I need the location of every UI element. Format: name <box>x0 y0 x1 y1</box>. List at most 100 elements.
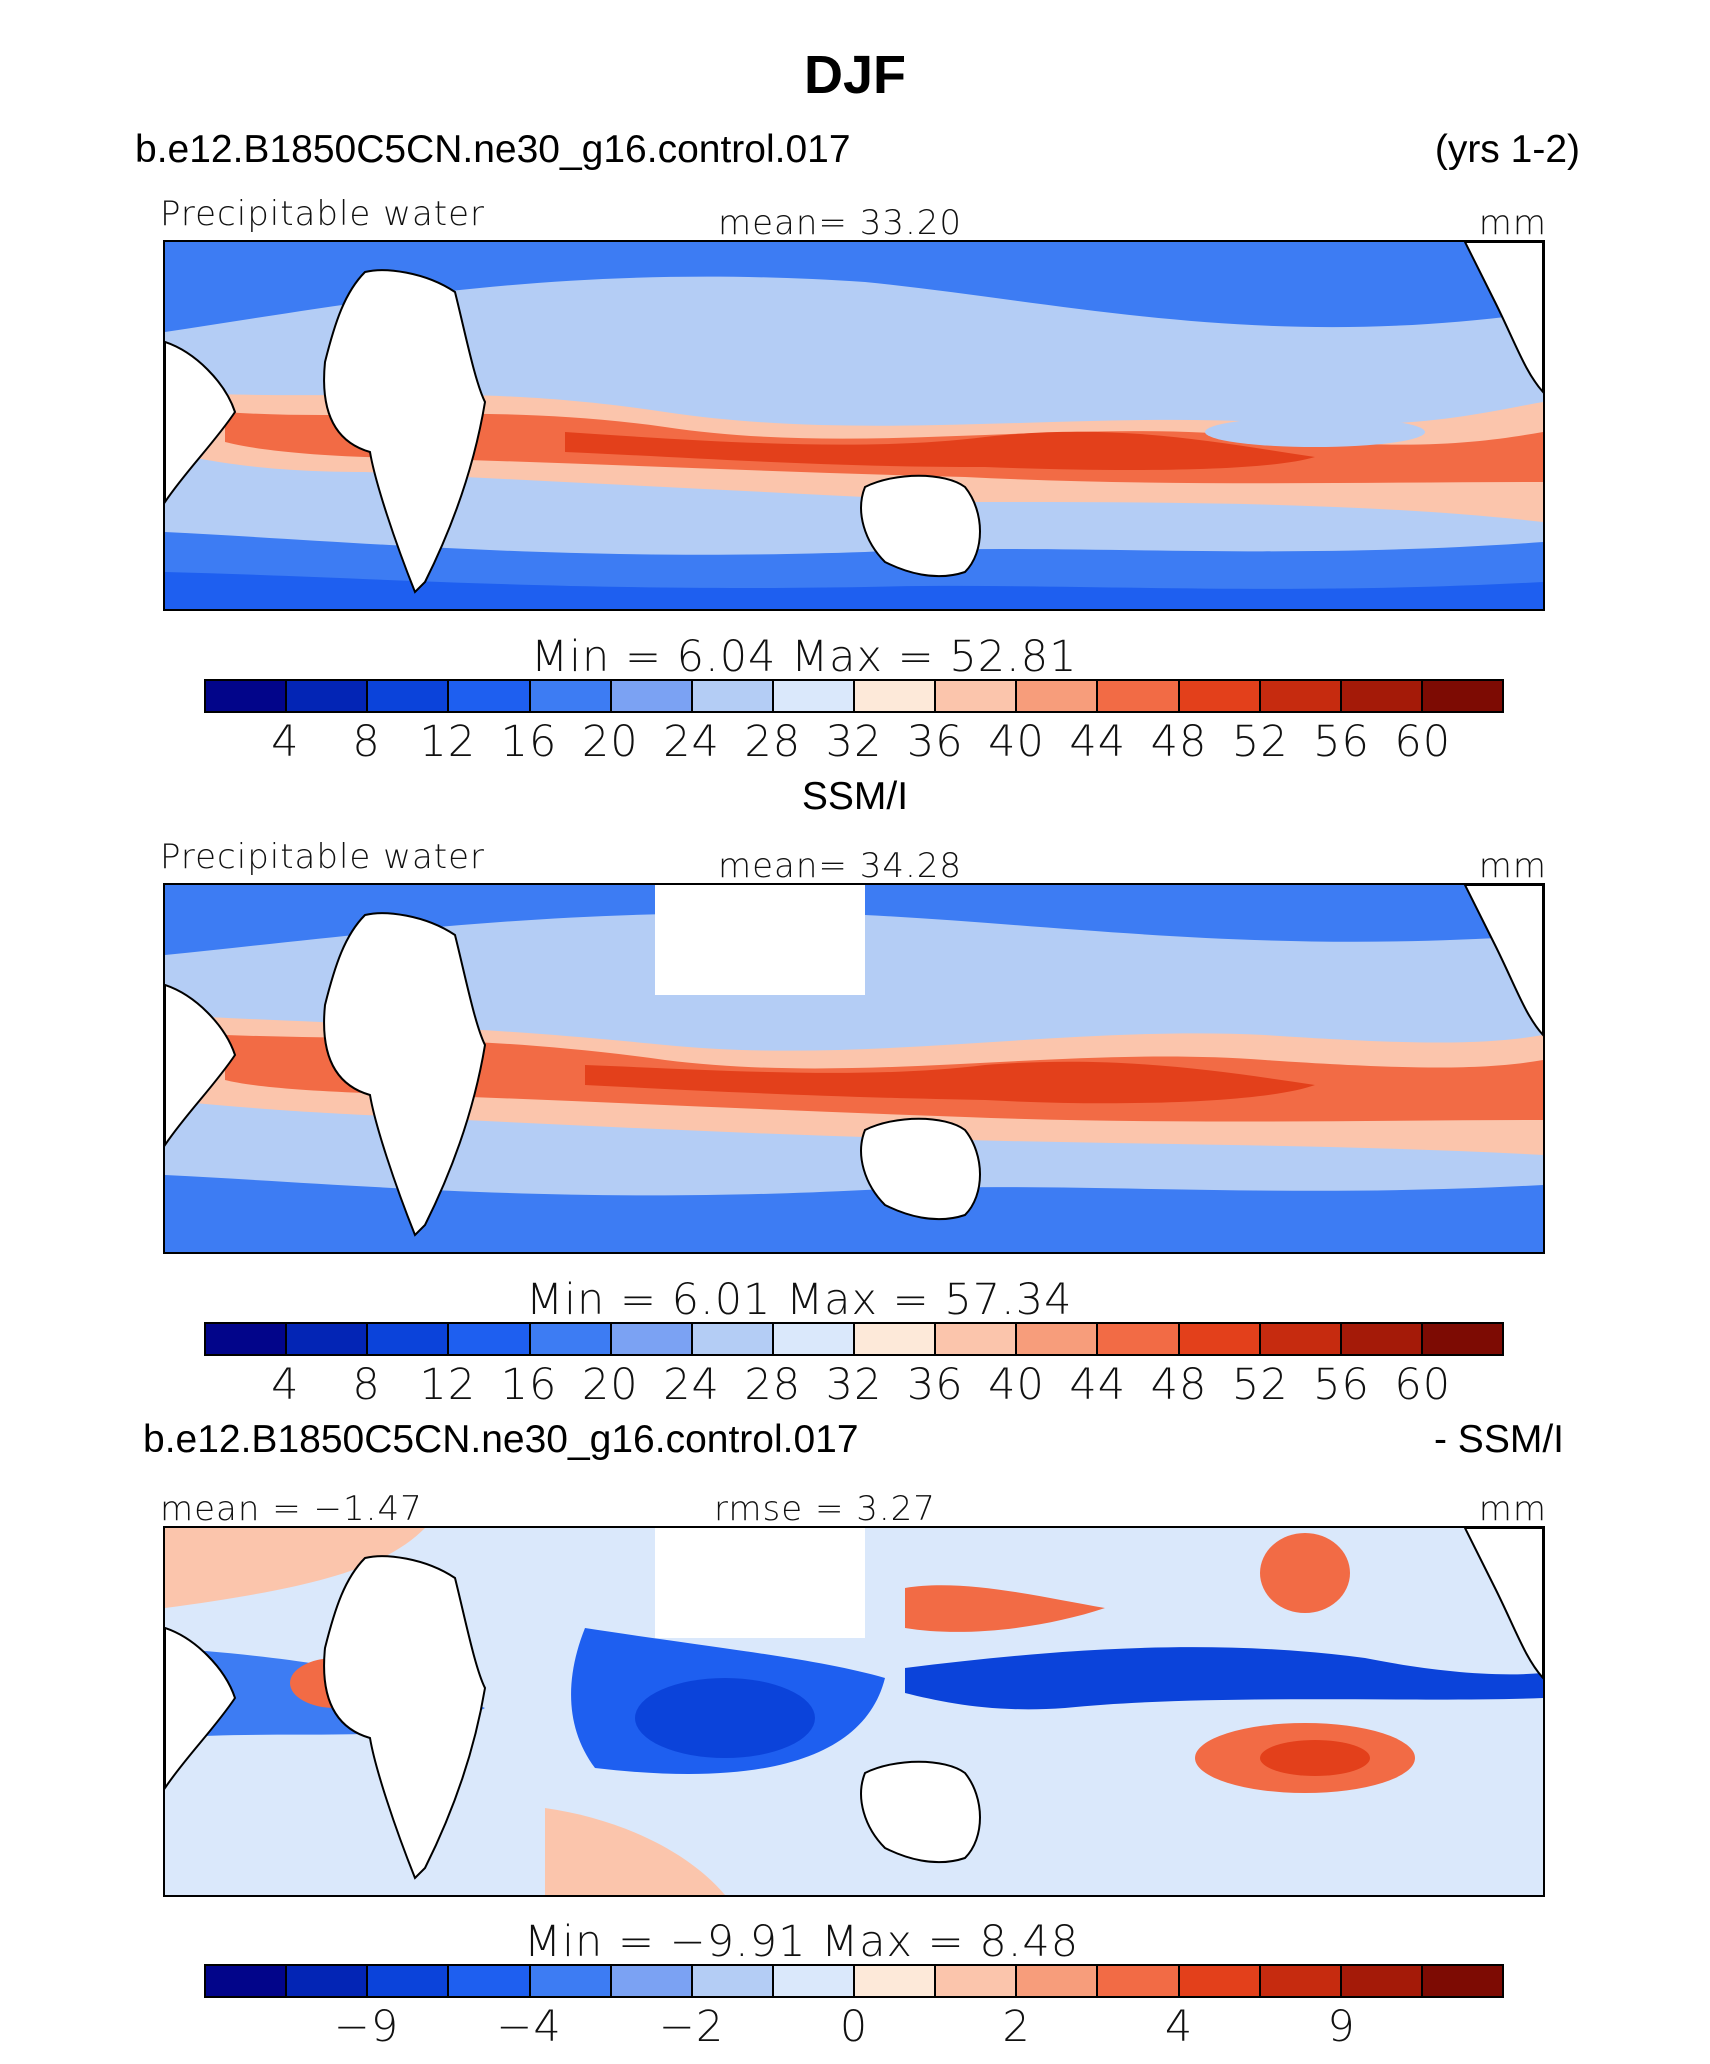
colorbar-swatch <box>287 1966 369 1996</box>
colorbar-tick-label: 52 <box>1231 1360 1289 1410</box>
panel3-mean: mean = −1.47 <box>160 1489 423 1529</box>
panel1-ticks: 4 8 12 16 20 24 28 32 36 40 44 48 52 56 60 <box>0 717 1710 767</box>
colorbar-swatch <box>530 1324 612 1354</box>
colorbar-swatch <box>368 1966 450 1996</box>
colorbar-swatch <box>206 1966 288 1996</box>
colorbar-tick-label: 28 <box>744 717 802 767</box>
figure-title: DJF <box>803 45 906 105</box>
panel3-rmse: rmse = 3.27 <box>714 1489 936 1529</box>
colorbar-swatch <box>1341 1966 1423 1996</box>
colorbar-tick-label: 4 <box>1164 2002 1194 2052</box>
panel1-map <box>163 240 1545 611</box>
colorbar-tick-label: 32 <box>825 1360 883 1410</box>
colorbar-swatch <box>1260 1324 1342 1354</box>
colorbar-tick-label: 16 <box>500 717 558 767</box>
colorbar-swatch <box>1422 1966 1502 1996</box>
panel2-ticks: 4 8 12 16 20 24 28 32 36 40 44 48 52 56 60 <box>0 1360 1710 1410</box>
colorbar-tick-label: −9 <box>333 2002 400 2052</box>
colorbar-swatch <box>206 1324 288 1354</box>
colorbar-swatch <box>692 681 774 711</box>
colorbar-swatch <box>855 681 937 711</box>
colorbar-tick-label: 2 <box>1002 2002 1031 2052</box>
colorbar-swatch <box>1260 1966 1342 1996</box>
colorbar-swatch <box>1017 1324 1099 1354</box>
panel3-diff-suffix: - SSM/I <box>1433 1418 1564 1461</box>
colorbar-swatch <box>530 681 612 711</box>
colorbar-tick-label: 20 <box>581 1360 639 1410</box>
colorbar-swatch <box>773 1324 855 1354</box>
colorbar-tick-label: 44 <box>1069 717 1127 767</box>
panel3-ticks: −9 −4 −2 0 2 4 9 <box>0 2002 1710 2052</box>
colorbar-swatch <box>692 1324 774 1354</box>
colorbar-tick-label: 56 <box>1313 1360 1370 1410</box>
colorbar-swatch <box>611 1324 693 1354</box>
colorbar-swatch <box>1017 1966 1099 1996</box>
colorbar-tick-label: 48 <box>1150 1360 1208 1410</box>
colorbar-tick-label: 24 <box>663 1360 720 1410</box>
colorbar-tick-label: 40 <box>988 1360 1045 1410</box>
colorbar-swatch <box>368 681 450 711</box>
colorbar-swatch <box>773 681 855 711</box>
colorbar-swatch <box>1017 681 1099 711</box>
colorbar-tick-label: 0 <box>839 2002 869 2052</box>
panel3-units: mm <box>1478 1489 1547 1529</box>
panel2-units: mm <box>1478 846 1547 886</box>
panel3-min-max: Min = −9.91 Max = 8.48 <box>524 1917 1080 1967</box>
panel2-variable: Precipitable water <box>160 837 486 877</box>
colorbar-swatch <box>692 1966 774 1996</box>
panel1-variable: Precipitable water <box>160 194 486 234</box>
colorbar-swatch <box>449 681 531 711</box>
colorbar-swatch <box>368 1324 450 1354</box>
colorbar-tick-label: 36 <box>906 1360 964 1410</box>
panel3-map <box>163 1526 1545 1897</box>
colorbar-tick-label: 60 <box>1394 1360 1452 1410</box>
colorbar-tick-label: 44 <box>1069 1360 1127 1410</box>
panel1-mean: mean= 33.20 <box>718 203 963 243</box>
colorbar-tick-label: 40 <box>988 717 1045 767</box>
panel2-map <box>163 883 1545 1254</box>
colorbar-tick-label: 52 <box>1231 717 1289 767</box>
colorbar-swatch <box>1341 1324 1423 1354</box>
colorbar-swatch <box>855 1324 937 1354</box>
colorbar-swatch <box>530 1966 612 1996</box>
panel1-colorbar <box>204 679 1504 713</box>
colorbar-tick-label: 4 <box>271 1360 300 1410</box>
colorbar-tick-label: 48 <box>1150 717 1208 767</box>
colorbar-tick-label: 8 <box>352 717 381 767</box>
colorbar-swatch <box>449 1324 531 1354</box>
colorbar-swatch <box>936 1966 1018 1996</box>
panel3-colorbar <box>204 1964 1504 1998</box>
colorbar-swatch <box>206 681 288 711</box>
colorbar-tick-label: 4 <box>271 717 300 767</box>
colorbar-swatch <box>773 1966 855 1996</box>
colorbar-tick-label: 28 <box>744 1360 802 1410</box>
colorbar-tick-label: 12 <box>419 1360 477 1410</box>
colorbar-tick-label: 8 <box>352 1360 381 1410</box>
panel1-units: mm <box>1478 203 1547 243</box>
colorbar-swatch <box>1179 1966 1261 1996</box>
colorbar-tick-label: 9 <box>1327 2002 1356 2052</box>
colorbar-swatch <box>1422 681 1502 711</box>
panel3-case-name: b.e12.B1850C5CN.ne30_g16.control.017 <box>143 1418 859 1461</box>
colorbar-tick-label: 12 <box>419 717 477 767</box>
colorbar-tick-label: −4 <box>496 2002 562 2052</box>
panel2-mean: mean= 34.28 <box>718 846 963 886</box>
panel2-case-name: SSM/I <box>801 775 909 818</box>
panel1-min-max: Min = 6.04 Max = 52.81 <box>531 632 1078 682</box>
colorbar-swatch <box>936 681 1018 711</box>
colorbar-swatch <box>611 1966 693 1996</box>
colorbar-swatch <box>1341 681 1423 711</box>
colorbar-tick-label: 16 <box>500 1360 558 1410</box>
colorbar-swatch <box>855 1966 937 1996</box>
colorbar-tick-label: 24 <box>663 717 720 767</box>
colorbar-tick-label: 60 <box>1394 717 1452 767</box>
colorbar-tick-label: 36 <box>906 717 964 767</box>
panel2-min-max: Min = 6.01 Max = 57.34 <box>526 1275 1073 1325</box>
colorbar-tick-label: 56 <box>1313 717 1370 767</box>
colorbar-swatch <box>1098 681 1180 711</box>
colorbar-swatch <box>449 1966 531 1996</box>
panel2-colorbar <box>204 1322 1504 1356</box>
colorbar-swatch <box>1422 1324 1502 1354</box>
colorbar-swatch <box>936 1324 1018 1354</box>
colorbar-swatch <box>287 1324 369 1354</box>
